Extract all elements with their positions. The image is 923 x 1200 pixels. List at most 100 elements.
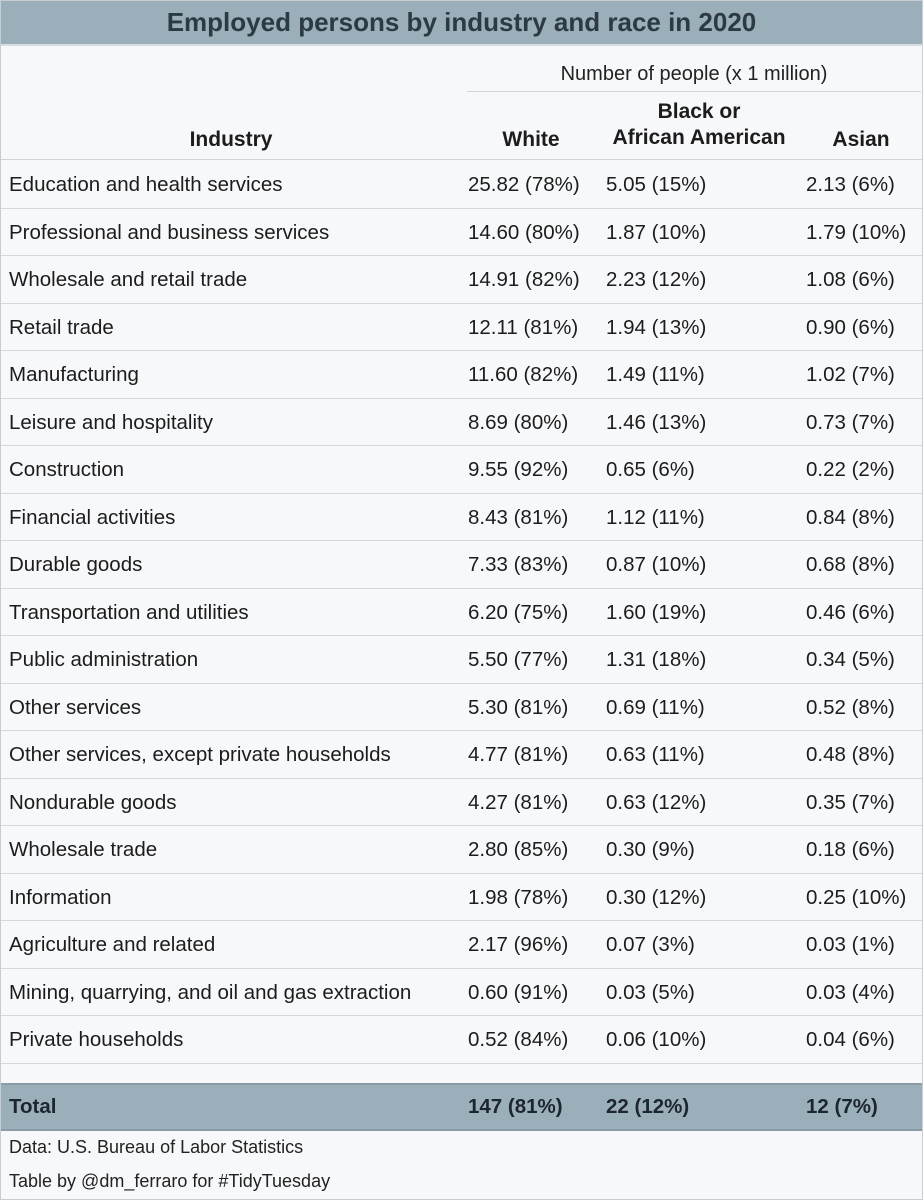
row-white: 14.60 (80%) [468, 220, 580, 244]
row-industry: Nondurable goods [9, 790, 177, 814]
table-row: Wholesale and retail trade 14.91 (82%) 2.2… [1, 256, 922, 304]
row-black: 0.30 (9%) [606, 838, 695, 861]
table-row: Manufacturing 11.60 (82%) 1.49 (11%) 1.02 (… [1, 351, 922, 399]
table-row: Durable goods 7.33 (83%) 0.87 (10%) 0.68 (8… [1, 541, 922, 589]
row-asian: 0.25 (10%) [806, 885, 907, 909]
table-row: Other services 5.30 (81%) 0.69 (11%) 0.52 (… [1, 684, 922, 731]
row-black: 0.07 (3%) [606, 933, 695, 956]
table-row: Construction 9.55 (92%) 0.65 (6%) 0.22 (2%) [1, 446, 922, 494]
row-industry: Information [9, 885, 112, 909]
row-black: 1.12 (11%) [606, 505, 705, 529]
credit-note: Table by @dm_ferraro for #TidyTuesday [9, 1171, 331, 1191]
row-black: 1.46 (13%) [606, 410, 707, 434]
row-white: 6.20 (75%) [468, 600, 569, 624]
row-industry: Wholesale trade [9, 838, 158, 861]
row-asian: 0.46 (6%) [806, 600, 895, 624]
row-industry: Other services [9, 695, 142, 719]
source-note: Data: U.S. Bureau of Labor Statistics [9, 1137, 304, 1157]
row-black: 0.30 (12%) [606, 885, 707, 909]
row-white: 0.60 (91%) [468, 980, 569, 1004]
table-row: Retail trade 12.11 (81%) 1.94 (13%) 0.90 (6… [1, 304, 922, 351]
row-asian: 0.18 (6%) [806, 838, 895, 861]
table-row: Transportation and utilities 6.20 (75%) 1.… [1, 589, 922, 636]
row-industry: Retail trade [9, 315, 114, 339]
row-asian: 0.52 (8%) [806, 695, 895, 719]
title-bar: Employed persons by industry and race in… [1, 1, 922, 46]
row-black: 1.49 (11%) [606, 363, 705, 386]
row-industry: Wholesale and retail trade [9, 268, 248, 291]
row-asian: 1.02 (7%) [806, 363, 895, 386]
row-white: 4.27 (81%) [468, 790, 569, 814]
header-asian: Asian [801, 97, 921, 159]
row-black: 1.94 (13%) [606, 315, 707, 339]
total-black: 22 (12%) [606, 1095, 690, 1118]
row-white: 9.55 (92%) [468, 458, 569, 481]
row-asian: 0.34 (5%) [806, 648, 895, 671]
table-row: Professional and business services 14.60 … [1, 209, 922, 256]
row-industry: Professional and business services [9, 220, 330, 244]
row-white: 11.60 (82%) [468, 363, 579, 386]
row-asian: 0.73 (7%) [806, 410, 895, 434]
row-white: 8.69 (80%) [468, 410, 569, 434]
row-industry: Other services, except private household… [9, 743, 391, 766]
row-white: 5.50 (77%) [468, 648, 569, 671]
row-asian: 1.79 (10%) [806, 220, 907, 244]
row-black: 1.87 (10%) [606, 220, 707, 244]
row-white: 12.11 (81%) [468, 315, 579, 339]
row-black: 0.63 (12%) [606, 790, 707, 814]
row-asian: 0.03 (4%) [806, 980, 895, 1004]
table-row: Education and health services 25.82 (78%)… [1, 161, 922, 209]
header-rule [1, 159, 922, 160]
total-asian: 12 (7%) [806, 1095, 878, 1118]
row-industry: Manufacturing [9, 363, 139, 386]
row-black: 0.87 (10%) [606, 553, 707, 576]
row-white: 14.91 (82%) [468, 268, 580, 291]
row-black: 1.60 (19%) [606, 600, 707, 624]
row-asian: 0.04 (6%) [806, 1028, 895, 1051]
column-spanner: Number of people (x 1 million) [467, 57, 921, 92]
row-black: 1.31 (18%) [606, 648, 707, 671]
row-industry: Transportation and utilities [9, 600, 249, 624]
row-industry: Durable goods [9, 553, 143, 576]
table-row: Leisure and hospitality 8.69 (80%) 1.46 (1… [1, 399, 922, 446]
row-white: 7.33 (83%) [468, 553, 569, 576]
table-row: Private households 0.52 (84%) 0.06 (10%) 0.… [1, 1016, 922, 1064]
table-row: Financial activities 8.43 (81%) 1.12 (11%)… [1, 494, 922, 541]
row-black: 0.69 (11%) [606, 695, 705, 719]
row-industry: Public administration [9, 648, 199, 671]
row-black: 5.05 (15%) [606, 173, 707, 196]
row-industry: Construction [9, 458, 125, 481]
row-asian: 1.08 (6%) [806, 268, 895, 291]
row-black: 0.06 (10%) [606, 1028, 707, 1051]
header-white-label: White [502, 128, 560, 151]
total-label: Total [9, 1095, 57, 1118]
row-industry: Mining, quarrying, and oil and gas extra… [9, 980, 412, 1004]
table-row: Other services, except private household… [1, 731, 922, 779]
row-industry: Private households [9, 1028, 184, 1051]
row-white: 0.52 (84%) [468, 1028, 569, 1051]
row-industry: Financial activities [9, 505, 176, 529]
table-row: Agriculture and related 2.17 (96%) 0.07 (3… [1, 921, 922, 969]
header-industry-label: Industry [189, 128, 273, 151]
table-row: Public administration 5.50 (77%) 1.31 (18%… [1, 636, 922, 684]
row-white: 25.82 (78%) [468, 173, 580, 196]
header-white: White [467, 97, 595, 159]
row-asian: 0.22 (2%) [806, 458, 895, 481]
row-asian: 0.68 (8%) [806, 553, 895, 576]
row-white: 4.77 (81%) [468, 743, 569, 766]
table-body: Education and health services 25.82 (78%)… [1, 161, 922, 1064]
header-asian-label: Asian [832, 128, 890, 151]
row-white: 5.30 (81%) [468, 695, 569, 719]
table-title: Employed persons by industry and race in… [166, 7, 757, 37]
total-row: Total 147 (81%) 22 (12%) 12 (7%) [1, 1083, 922, 1131]
row-industry: Leisure and hospitality [9, 410, 213, 434]
header-black: Black or African American [597, 97, 801, 159]
row-black: 0.63 (11%) [606, 743, 705, 766]
table-row: Information 1.98 (78%) 0.30 (12%) 0.25 (10%… [1, 874, 922, 921]
table-row: Nondurable goods 4.27 (81%) 0.63 (12%) 0.35… [1, 779, 922, 826]
row-black: 2.23 (12%) [606, 268, 707, 291]
header-black-line1: Black or [657, 100, 741, 123]
table-row: Wholesale trade 2.80 (85%) 0.30 (9%) 0.18 (… [1, 826, 922, 874]
row-white: 8.43 (81%) [468, 505, 569, 529]
